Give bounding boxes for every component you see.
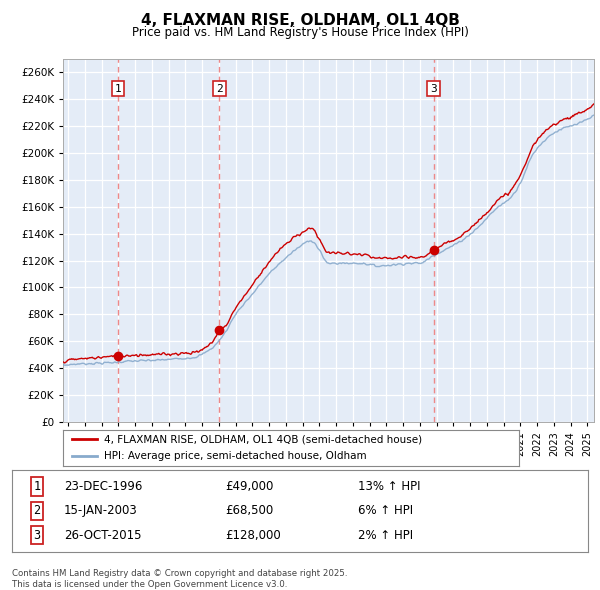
Text: £49,000: £49,000 [225,480,274,493]
Text: 23-DEC-1996: 23-DEC-1996 [64,480,142,493]
Text: 2: 2 [33,504,40,517]
Text: 1: 1 [115,84,121,94]
Text: 3: 3 [430,84,437,94]
Text: 4, FLAXMAN RISE, OLDHAM, OL1 4QB (semi-detached house): 4, FLAXMAN RISE, OLDHAM, OL1 4QB (semi-d… [104,434,422,444]
Text: Price paid vs. HM Land Registry's House Price Index (HPI): Price paid vs. HM Land Registry's House … [131,26,469,39]
Text: 26-OCT-2015: 26-OCT-2015 [64,529,142,542]
Text: Contains HM Land Registry data © Crown copyright and database right 2025.
This d: Contains HM Land Registry data © Crown c… [12,569,347,589]
Text: £68,500: £68,500 [225,504,274,517]
Text: 13% ↑ HPI: 13% ↑ HPI [358,480,420,493]
Text: HPI: Average price, semi-detached house, Oldham: HPI: Average price, semi-detached house,… [104,451,367,461]
Text: 6% ↑ HPI: 6% ↑ HPI [358,504,413,517]
Text: 3: 3 [33,529,40,542]
Text: 15-JAN-2003: 15-JAN-2003 [64,504,137,517]
Text: 2% ↑ HPI: 2% ↑ HPI [358,529,413,542]
Text: £128,000: £128,000 [225,529,281,542]
Text: 4, FLAXMAN RISE, OLDHAM, OL1 4QB: 4, FLAXMAN RISE, OLDHAM, OL1 4QB [140,13,460,28]
Text: 2: 2 [216,84,223,94]
Text: 1: 1 [33,480,40,493]
